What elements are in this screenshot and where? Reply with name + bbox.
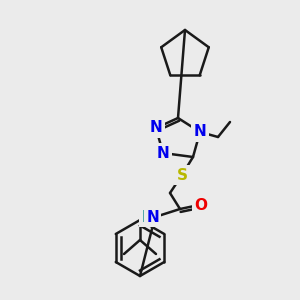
Text: S: S	[176, 167, 188, 182]
Text: H: H	[141, 209, 154, 224]
Text: N: N	[194, 124, 206, 140]
Text: O: O	[194, 197, 208, 212]
Text: N: N	[150, 121, 162, 136]
Text: N: N	[157, 146, 169, 160]
Text: N: N	[146, 209, 159, 224]
